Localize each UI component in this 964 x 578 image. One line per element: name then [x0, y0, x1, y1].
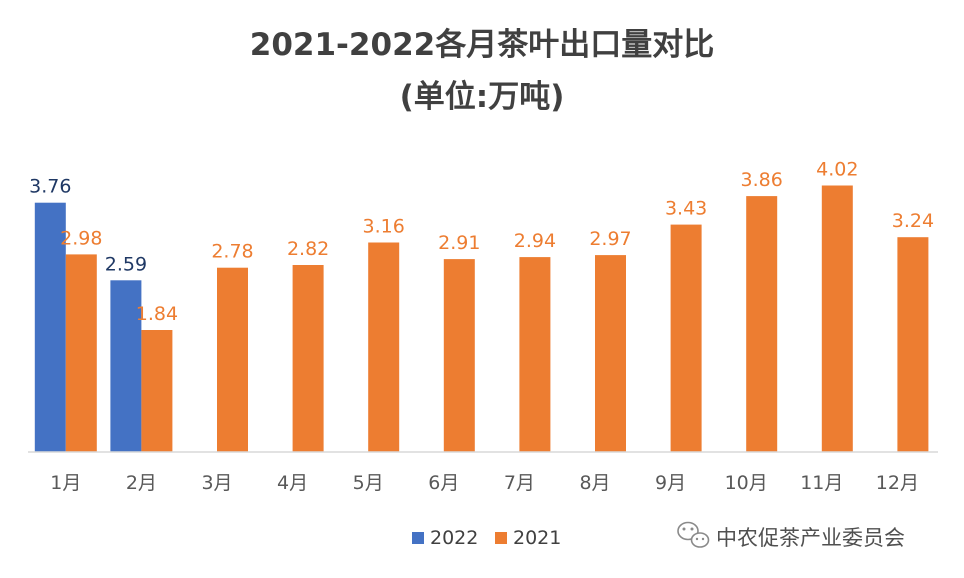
data-label-2021-12: 3.24 [892, 210, 934, 232]
data-label-2021-1: 2.98 [60, 227, 102, 249]
legend-label-2021: 2021 [513, 527, 561, 549]
data-label-2021-8: 2.97 [589, 228, 631, 250]
data-label-2022-1: 3.76 [29, 176, 71, 198]
x-tick-labels: 1月 2月 3月 4月 5月 6月 7月 8月 9月 10月 11月 12月 [50, 472, 919, 494]
x-tick-10: 10月 [725, 472, 768, 494]
bar-2021-11 [821, 185, 853, 452]
watermark-text: 中农促茶产业委员会 [716, 526, 905, 550]
x-tick-2: 2月 [126, 472, 157, 494]
bar-2021-9 [670, 224, 702, 452]
bar-2021-3 [217, 267, 248, 452]
x-tick-3: 3月 [201, 472, 232, 494]
x-tick-7: 7月 [504, 472, 535, 494]
data-label-2021-3: 2.78 [211, 241, 253, 263]
bar-2021-1 [65, 254, 97, 452]
bar-2021-4 [292, 265, 324, 452]
x-tick-4: 4月 [277, 472, 308, 494]
bars-layer [34, 185, 929, 452]
data-label-2021-6: 2.91 [438, 232, 480, 254]
bar-2021-8 [595, 255, 626, 452]
data-labels-layer: 3.76 2.982.59 1.84 2.78 2.82 3.16 2.91 2.94 2.97… [29, 159, 934, 326]
legend-swatch-2021 [495, 532, 507, 544]
x-tick-8: 8月 [579, 472, 610, 494]
bar-2021-7 [519, 257, 551, 452]
legend-label-2022: 2022 [430, 527, 478, 549]
data-label-2022-2: 2.59 [105, 253, 147, 275]
chart-subtitle: (单位:万吨) [400, 79, 565, 115]
data-label-2021-7: 2.94 [514, 230, 556, 252]
x-tick-11: 11月 [800, 472, 843, 494]
x-tick-9: 9月 [655, 472, 686, 494]
data-label-2021-4: 2.82 [287, 238, 329, 260]
x-tick-1: 1月 [50, 472, 81, 494]
legend: 2022 2021 [412, 527, 561, 549]
data-label-2021-2: 1.84 [136, 303, 178, 325]
bar-2021-2 [141, 330, 173, 452]
chart-title: 2021-2022各月茶叶出口量对比 [250, 27, 714, 63]
bar-2021-5 [368, 242, 400, 452]
legend-swatch-2022 [412, 532, 424, 544]
data-label-2021-10: 3.86 [741, 169, 783, 191]
bar-2022-1 [34, 202, 66, 452]
wechat-icon [677, 521, 710, 548]
bar-2021-12 [897, 237, 929, 452]
data-label-2021-11: 4.02 [816, 159, 858, 181]
watermark: 中农促茶产业委员会 [677, 521, 905, 550]
data-label-2021-9: 3.43 [665, 198, 707, 220]
bar-2021-10 [746, 196, 778, 452]
bar-2021-6 [443, 259, 475, 452]
data-label-2021-5: 3.16 [363, 216, 405, 238]
bar-2022-2 [110, 280, 142, 452]
x-tick-12: 12月 [876, 472, 919, 494]
x-tick-5: 5月 [353, 472, 384, 494]
x-tick-6: 6月 [428, 472, 459, 494]
